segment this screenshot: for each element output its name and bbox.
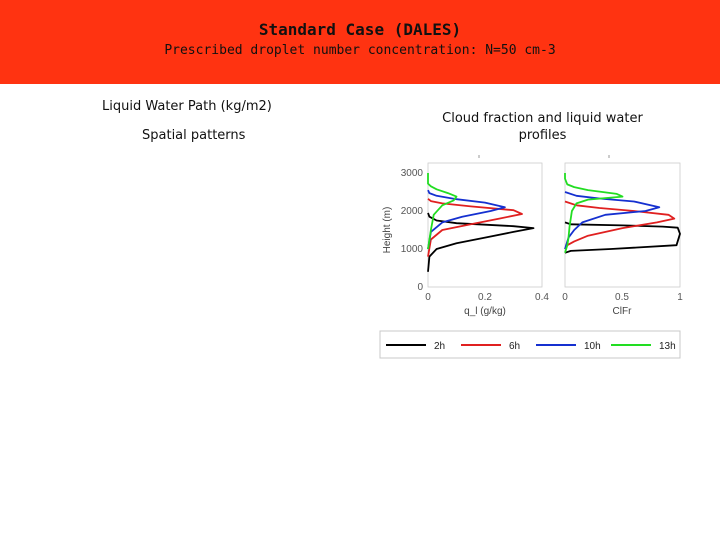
xtick-clfr-0.5: 0.5 <box>615 292 629 303</box>
title-banner: Standard Case (DALES) Prescribed droplet… <box>0 0 720 84</box>
y-axis-label: Height (m) <box>382 207 393 254</box>
series-line-13h-panel-1 <box>427 173 458 250</box>
xtick-clfr-1: 1 <box>677 292 683 303</box>
series-line-6h-panel-1 <box>427 198 523 257</box>
series-line-13h-panel-2 <box>564 173 624 254</box>
ytick-1000: 1000 <box>401 244 424 255</box>
x-axis-label-clfr: ClFr <box>613 306 633 317</box>
xtick-ql-0.2: 0.2 <box>478 292 492 303</box>
series-line-2h-panel-1 <box>427 212 535 272</box>
legend: 2h 6h 10h 13h <box>386 341 676 352</box>
legend-label-2h: 2h <box>434 341 445 352</box>
xtick-clfr-0: 0 <box>562 292 568 303</box>
spatial-patterns-label: Spatial patterns <box>142 128 246 143</box>
legend-label-10h: 10h <box>584 341 601 352</box>
slide-subtitle: Prescribed droplet number concentration:… <box>164 43 556 58</box>
legend-label-6h: 6h <box>509 341 520 352</box>
profiles-caption: Cloud fraction and liquid water profiles <box>442 111 643 143</box>
ql-plot-frame <box>427 162 543 288</box>
lwp-label: Liquid Water Path (kg/m2) <box>102 99 272 114</box>
xtick-ql-0: 0 <box>425 292 431 303</box>
series-line-2h-panel-2 <box>564 221 681 254</box>
legend-label-13h: 13h <box>659 341 676 352</box>
ytick-3000: 3000 <box>401 168 424 179</box>
series-line-10h-panel-1 <box>427 189 506 250</box>
ytick-0: 0 <box>417 282 423 293</box>
clfr-plot-frame <box>564 162 681 288</box>
slide-title: Standard Case (DALES) <box>258 20 462 39</box>
profile-curves <box>427 173 681 272</box>
x-axis-label-ql: q_l (g/kg) <box>464 306 506 317</box>
series-line-10h-panel-2 <box>564 191 661 250</box>
series-line-6h-panel-2 <box>564 200 676 250</box>
ytick-2000: 2000 <box>401 206 424 217</box>
xtick-ql-0.4: 0.4 <box>535 292 549 303</box>
